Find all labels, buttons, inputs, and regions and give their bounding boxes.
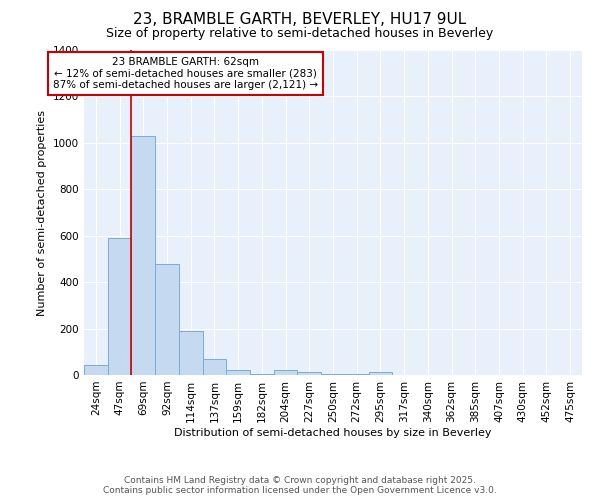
Bar (226, 370, 250, 375)
Text: 23 BRAMBLE GARTH: 62sqm
← 12% of semi-detached houses are smaller (283)
87% of s: 23 BRAMBLE GARTH: 62sqm ← 12% of semi-de… (53, 57, 318, 90)
Bar (250, 374, 274, 375)
Bar (368, 372, 392, 375)
Text: Contains HM Land Registry data © Crown copyright and database right 2025.
Contai: Contains HM Land Registry data © Crown c… (103, 476, 497, 495)
Bar (179, 331, 203, 375)
Bar (345, 374, 368, 375)
Bar (108, 238, 131, 375)
Bar (274, 370, 298, 375)
Bar (321, 374, 345, 375)
Text: Size of property relative to semi-detached houses in Beverley: Size of property relative to semi-detach… (106, 28, 494, 40)
Bar (203, 359, 226, 375)
Bar (155, 264, 179, 375)
Bar (131, 136, 155, 375)
Y-axis label: Number of semi-detached properties: Number of semi-detached properties (37, 110, 47, 316)
Bar (298, 372, 321, 375)
Text: 23, BRAMBLE GARTH, BEVERLEY, HU17 9UL: 23, BRAMBLE GARTH, BEVERLEY, HU17 9UL (133, 12, 467, 28)
Bar (84, 364, 108, 375)
X-axis label: Distribution of semi-detached houses by size in Beverley: Distribution of semi-detached houses by … (174, 428, 492, 438)
